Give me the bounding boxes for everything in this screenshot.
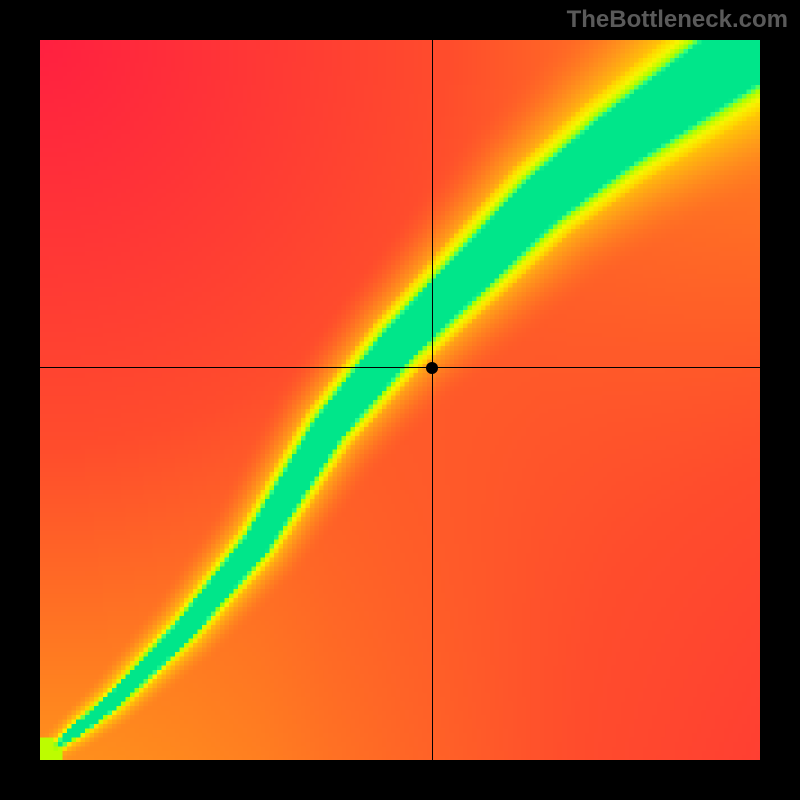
heatmap-plot [40, 40, 760, 760]
heatmap-canvas [40, 40, 760, 760]
chart-frame: TheBottleneck.com [0, 0, 800, 800]
watermark-text: TheBottleneck.com [567, 6, 788, 34]
